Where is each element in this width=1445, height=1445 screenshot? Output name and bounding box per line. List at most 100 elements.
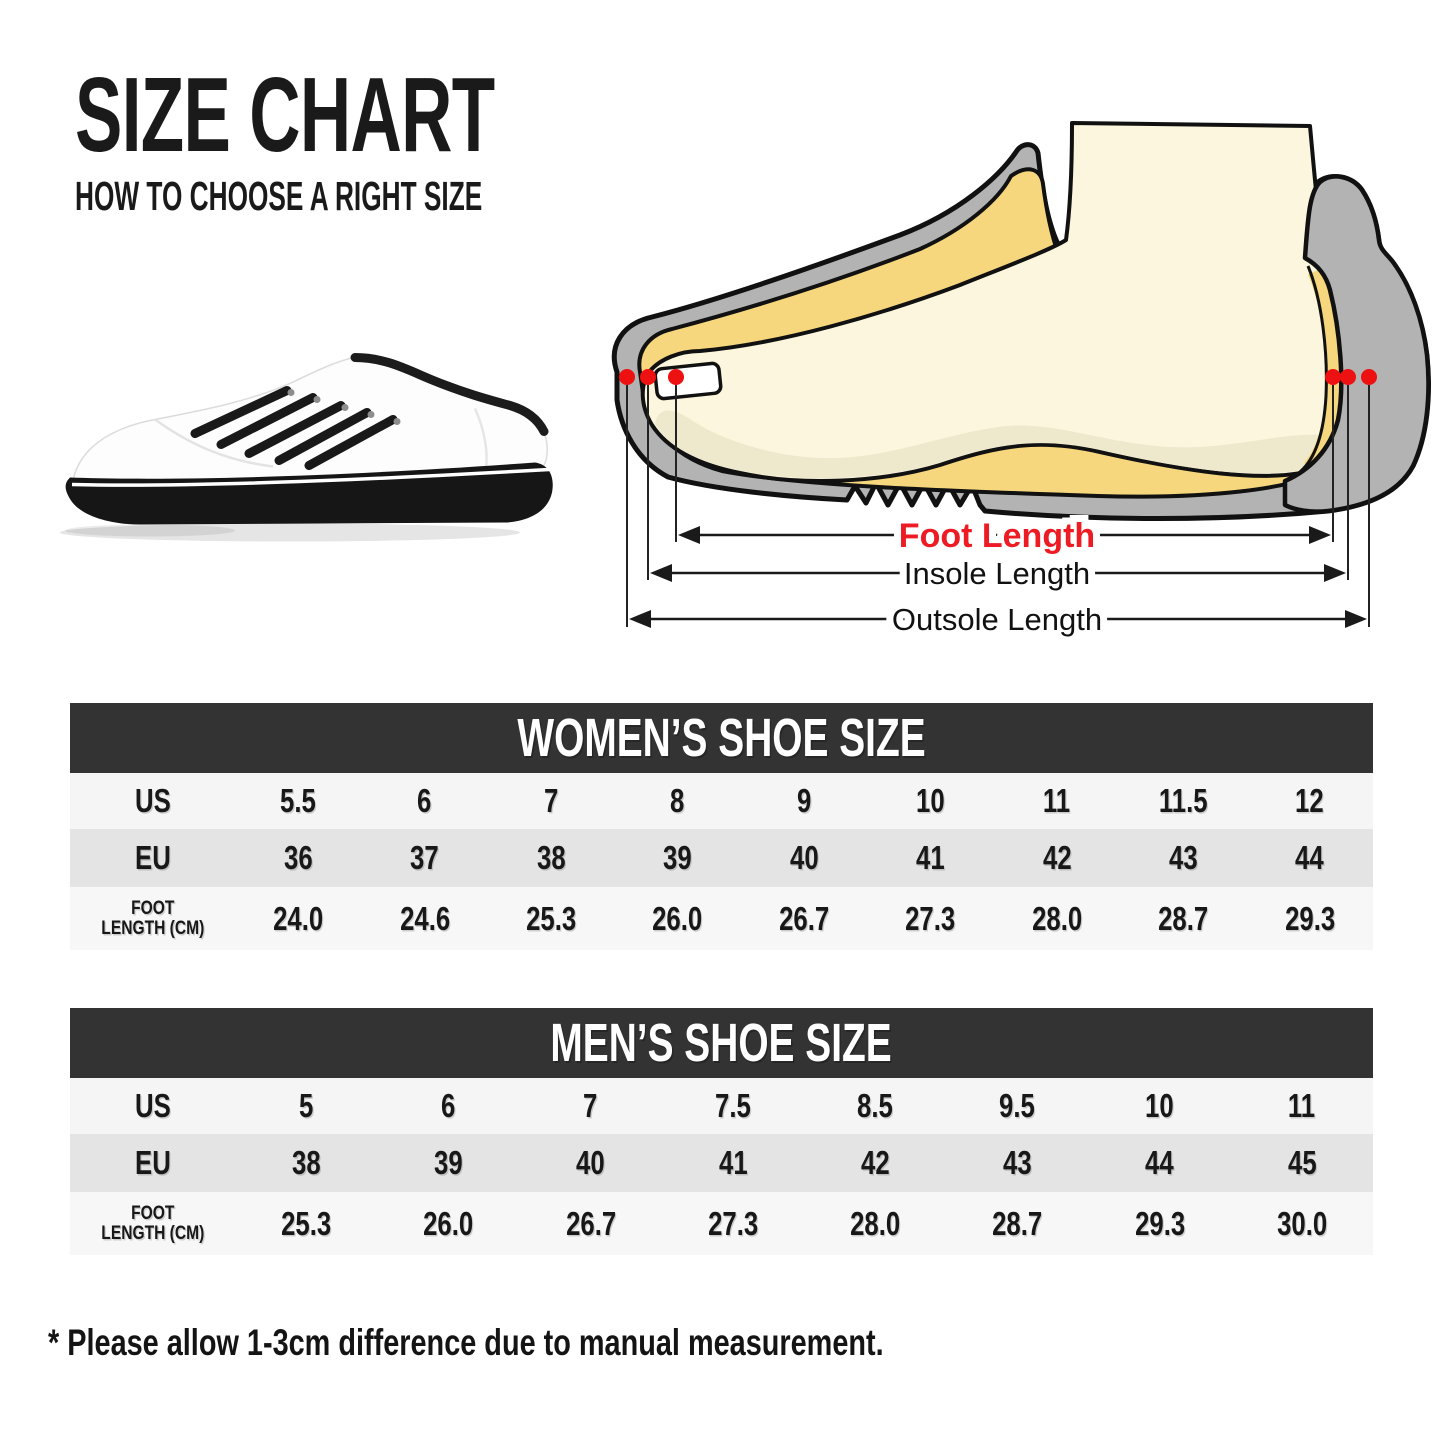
size-value-cell: 42 <box>804 1144 946 1182</box>
size-value-text: 5.5 <box>280 782 317 819</box>
sneaker-collar-trim <box>350 353 549 436</box>
size-value-cell: 36 <box>235 839 361 877</box>
size-value-cell: 26.0 <box>614 900 740 938</box>
size-value-text: 26.0 <box>652 899 703 937</box>
size-value-text: 42 <box>860 1144 890 1181</box>
size-value-cell: 10 <box>867 782 993 820</box>
size-value-text: 28.7 <box>1158 899 1209 937</box>
dimension-arrows <box>640 533 1356 621</box>
size-value-cell: 7.5 <box>662 1087 804 1125</box>
table-title-text: WOMEN’S SHOE SIZE <box>517 708 926 768</box>
sneaker-sole-stripe <box>71 467 550 487</box>
sneaker-laces <box>190 386 398 470</box>
table-row-foot-length-cm: FOOT LENGTH (CM) 24.0 24.6 25.3 26.0 26.7 27.3 2… <box>70 887 1373 950</box>
size-value-cell: 25.3 <box>488 900 614 938</box>
size-value-cell: 37 <box>361 839 487 877</box>
row-label-us: US <box>70 1087 235 1125</box>
size-value-text: 5 <box>298 1087 314 1124</box>
size-value-cell: 38 <box>235 1144 377 1182</box>
size-value-cell: 38 <box>488 839 614 877</box>
row-label-foot-length-cm: FOOT LENGTH (CM) <box>70 897 235 939</box>
size-value-cell: 26.0 <box>377 1205 519 1243</box>
size-value-text: 12 <box>1295 782 1325 819</box>
size-value-cell: 9 <box>741 782 867 820</box>
page-title-text: SIZE CHART <box>75 56 495 174</box>
size-value-cell: 8.5 <box>804 1087 946 1125</box>
table-row-us: US 5.5 6 7 8 9 10 11 11.5 12 <box>70 773 1373 829</box>
size-value-cell: 25.3 <box>235 1205 377 1243</box>
size-value-text: 29.3 <box>1134 1204 1185 1242</box>
size-value-cell: 12 <box>1247 782 1373 820</box>
size-value-text: 28.7 <box>992 1204 1043 1242</box>
size-value-cell: 43 <box>946 1144 1088 1182</box>
size-value-text: 39 <box>434 1144 463 1181</box>
sneaker-vamp-seam <box>154 418 274 468</box>
size-value-text: 24.6 <box>399 899 450 937</box>
size-value-text: 11 <box>1043 782 1071 819</box>
size-table-mens: MEN’S SHOE SIZE US 5 6 7 7.5 8.5 9.5 10 11 EU 38 39 4… <box>70 1008 1373 1255</box>
size-value-cell: 9.5 <box>946 1087 1088 1125</box>
size-value-cell: 41 <box>867 839 993 877</box>
size-value-text: 8.5 <box>857 1087 894 1124</box>
size-value-text: 38 <box>291 1144 321 1181</box>
size-value-cell: 43 <box>1120 839 1246 877</box>
size-value-text: 10 <box>1145 1087 1174 1124</box>
size-value-text: 8 <box>670 782 685 819</box>
title-block: SIZE CHART HOW TO CHOOSE A RIGHT SIZE <box>75 62 711 217</box>
size-value-cell: 7 <box>520 1087 662 1125</box>
size-value-cell: 27.3 <box>867 900 993 938</box>
size-value-cell: 6 <box>377 1087 519 1125</box>
size-value-text: 7 <box>543 782 559 819</box>
dimension-connector-lines <box>626 385 1370 627</box>
sneaker-product-image <box>60 353 553 542</box>
size-value-text: 11.5 <box>1158 782 1208 819</box>
table-title-text: MEN’S SHOE SIZE <box>550 1013 893 1073</box>
size-value-cell: 42 <box>994 839 1120 877</box>
size-value-text: 11 <box>1288 1087 1316 1124</box>
size-value-cell: 39 <box>614 839 740 877</box>
table-row-eu: EU 36 37 38 39 40 41 42 43 44 <box>70 829 1373 887</box>
size-value-cell: 44 <box>1247 839 1373 877</box>
sneaker-eyelets <box>287 389 401 425</box>
row-label-text: FOOT LENGTH (CM) <box>101 897 204 939</box>
row-label-text: US <box>134 782 171 819</box>
size-value-cell: 24.6 <box>361 900 487 938</box>
outsole-length-label: Outsole Length <box>892 602 1102 637</box>
row-label-eu: EU <box>70 839 235 877</box>
foot-length-label: Foot Length <box>899 517 1095 555</box>
row-label-text: EU <box>134 1144 171 1181</box>
toenail <box>653 361 723 401</box>
size-value-cell: 5 <box>235 1087 377 1125</box>
arrowheads <box>629 526 1367 628</box>
size-value-text: 25.3 <box>281 1204 332 1242</box>
size-value-text: 41 <box>718 1144 748 1181</box>
size-value-text: 36 <box>283 839 313 876</box>
size-value-text: 41 <box>916 839 945 876</box>
row-label-text: FOOT LENGTH (CM) <box>101 1202 204 1244</box>
size-value-cell: 7 <box>488 782 614 820</box>
size-value-text: 6 <box>441 1087 456 1124</box>
size-value-text: 9 <box>796 782 812 819</box>
size-value-text: 28.0 <box>1031 899 1082 937</box>
row-label-foot-length-cm: FOOT LENGTH (CM) <box>70 1202 235 1244</box>
size-value-cell: 24.0 <box>235 900 361 938</box>
size-value-text: 40 <box>789 839 819 876</box>
table-row-eu: EU 38 39 40 41 42 43 44 45 <box>70 1134 1373 1192</box>
heel-inner-line <box>1298 265 1328 474</box>
size-value-cell: 28.7 <box>946 1205 1088 1243</box>
size-value-cell: 28.7 <box>1120 900 1246 938</box>
foot-shading <box>655 410 1340 479</box>
size-value-text: 7.5 <box>714 1087 751 1124</box>
measurement-disclaimer: * Please allow 1-3cm difference due to m… <box>48 1322 1119 1364</box>
sneaker-shadow-dark <box>65 524 235 537</box>
size-value-cell: 39 <box>377 1144 519 1182</box>
size-value-text: 26.7 <box>778 899 830 937</box>
measurement-disclaimer-text: * Please allow 1-3cm difference due to m… <box>48 1322 884 1363</box>
size-value-cell: 11 <box>994 782 1120 820</box>
size-value-text: 40 <box>576 1144 605 1181</box>
row-label-text: EU <box>134 839 171 876</box>
page-subtitle: HOW TO CHOOSE A RIGHT SIZE <box>75 176 711 217</box>
size-value-cell: 30.0 <box>1231 1205 1373 1243</box>
size-value-text: 44 <box>1145 1144 1174 1181</box>
